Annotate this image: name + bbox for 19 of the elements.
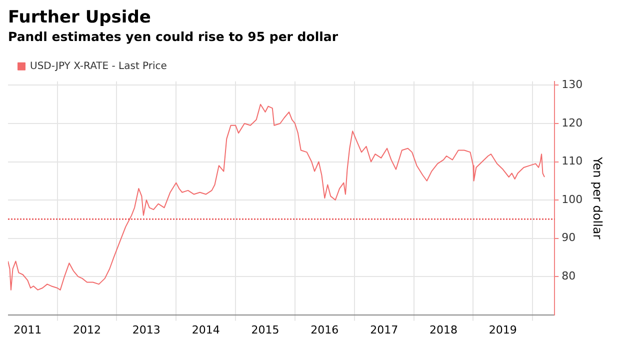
x-tick-label: 2015 <box>251 323 280 336</box>
y-tick-label: 110 <box>562 154 583 168</box>
y-tick-label: 80 <box>562 269 576 282</box>
x-tick-label: 2017 <box>370 323 398 336</box>
x-tick-label: 2018 <box>430 323 458 336</box>
x-tick-label: 2011 <box>14 323 42 336</box>
x-tick-label: 2014 <box>192 323 220 336</box>
legend-label: USD-JPY X-RATE - Last Price <box>30 60 167 72</box>
x-tick-label: 2012 <box>73 323 102 336</box>
chart-subtitle: Pandl estimates yen could rise to 95 per dollar <box>8 29 339 44</box>
y-tick-label: 100 <box>562 192 583 206</box>
x-tick-label: 2016 <box>310 323 339 336</box>
y-tick-label: 130 <box>562 78 583 92</box>
y-tick-label: 120 <box>562 116 583 130</box>
y-tick-label: 90 <box>562 231 576 244</box>
y-axis-title: Yen per dollar <box>590 156 605 240</box>
chart-title: Further Upside <box>8 8 151 28</box>
x-tick-label: 2019 <box>488 323 517 336</box>
x-tick-label: 2013 <box>132 323 160 336</box>
